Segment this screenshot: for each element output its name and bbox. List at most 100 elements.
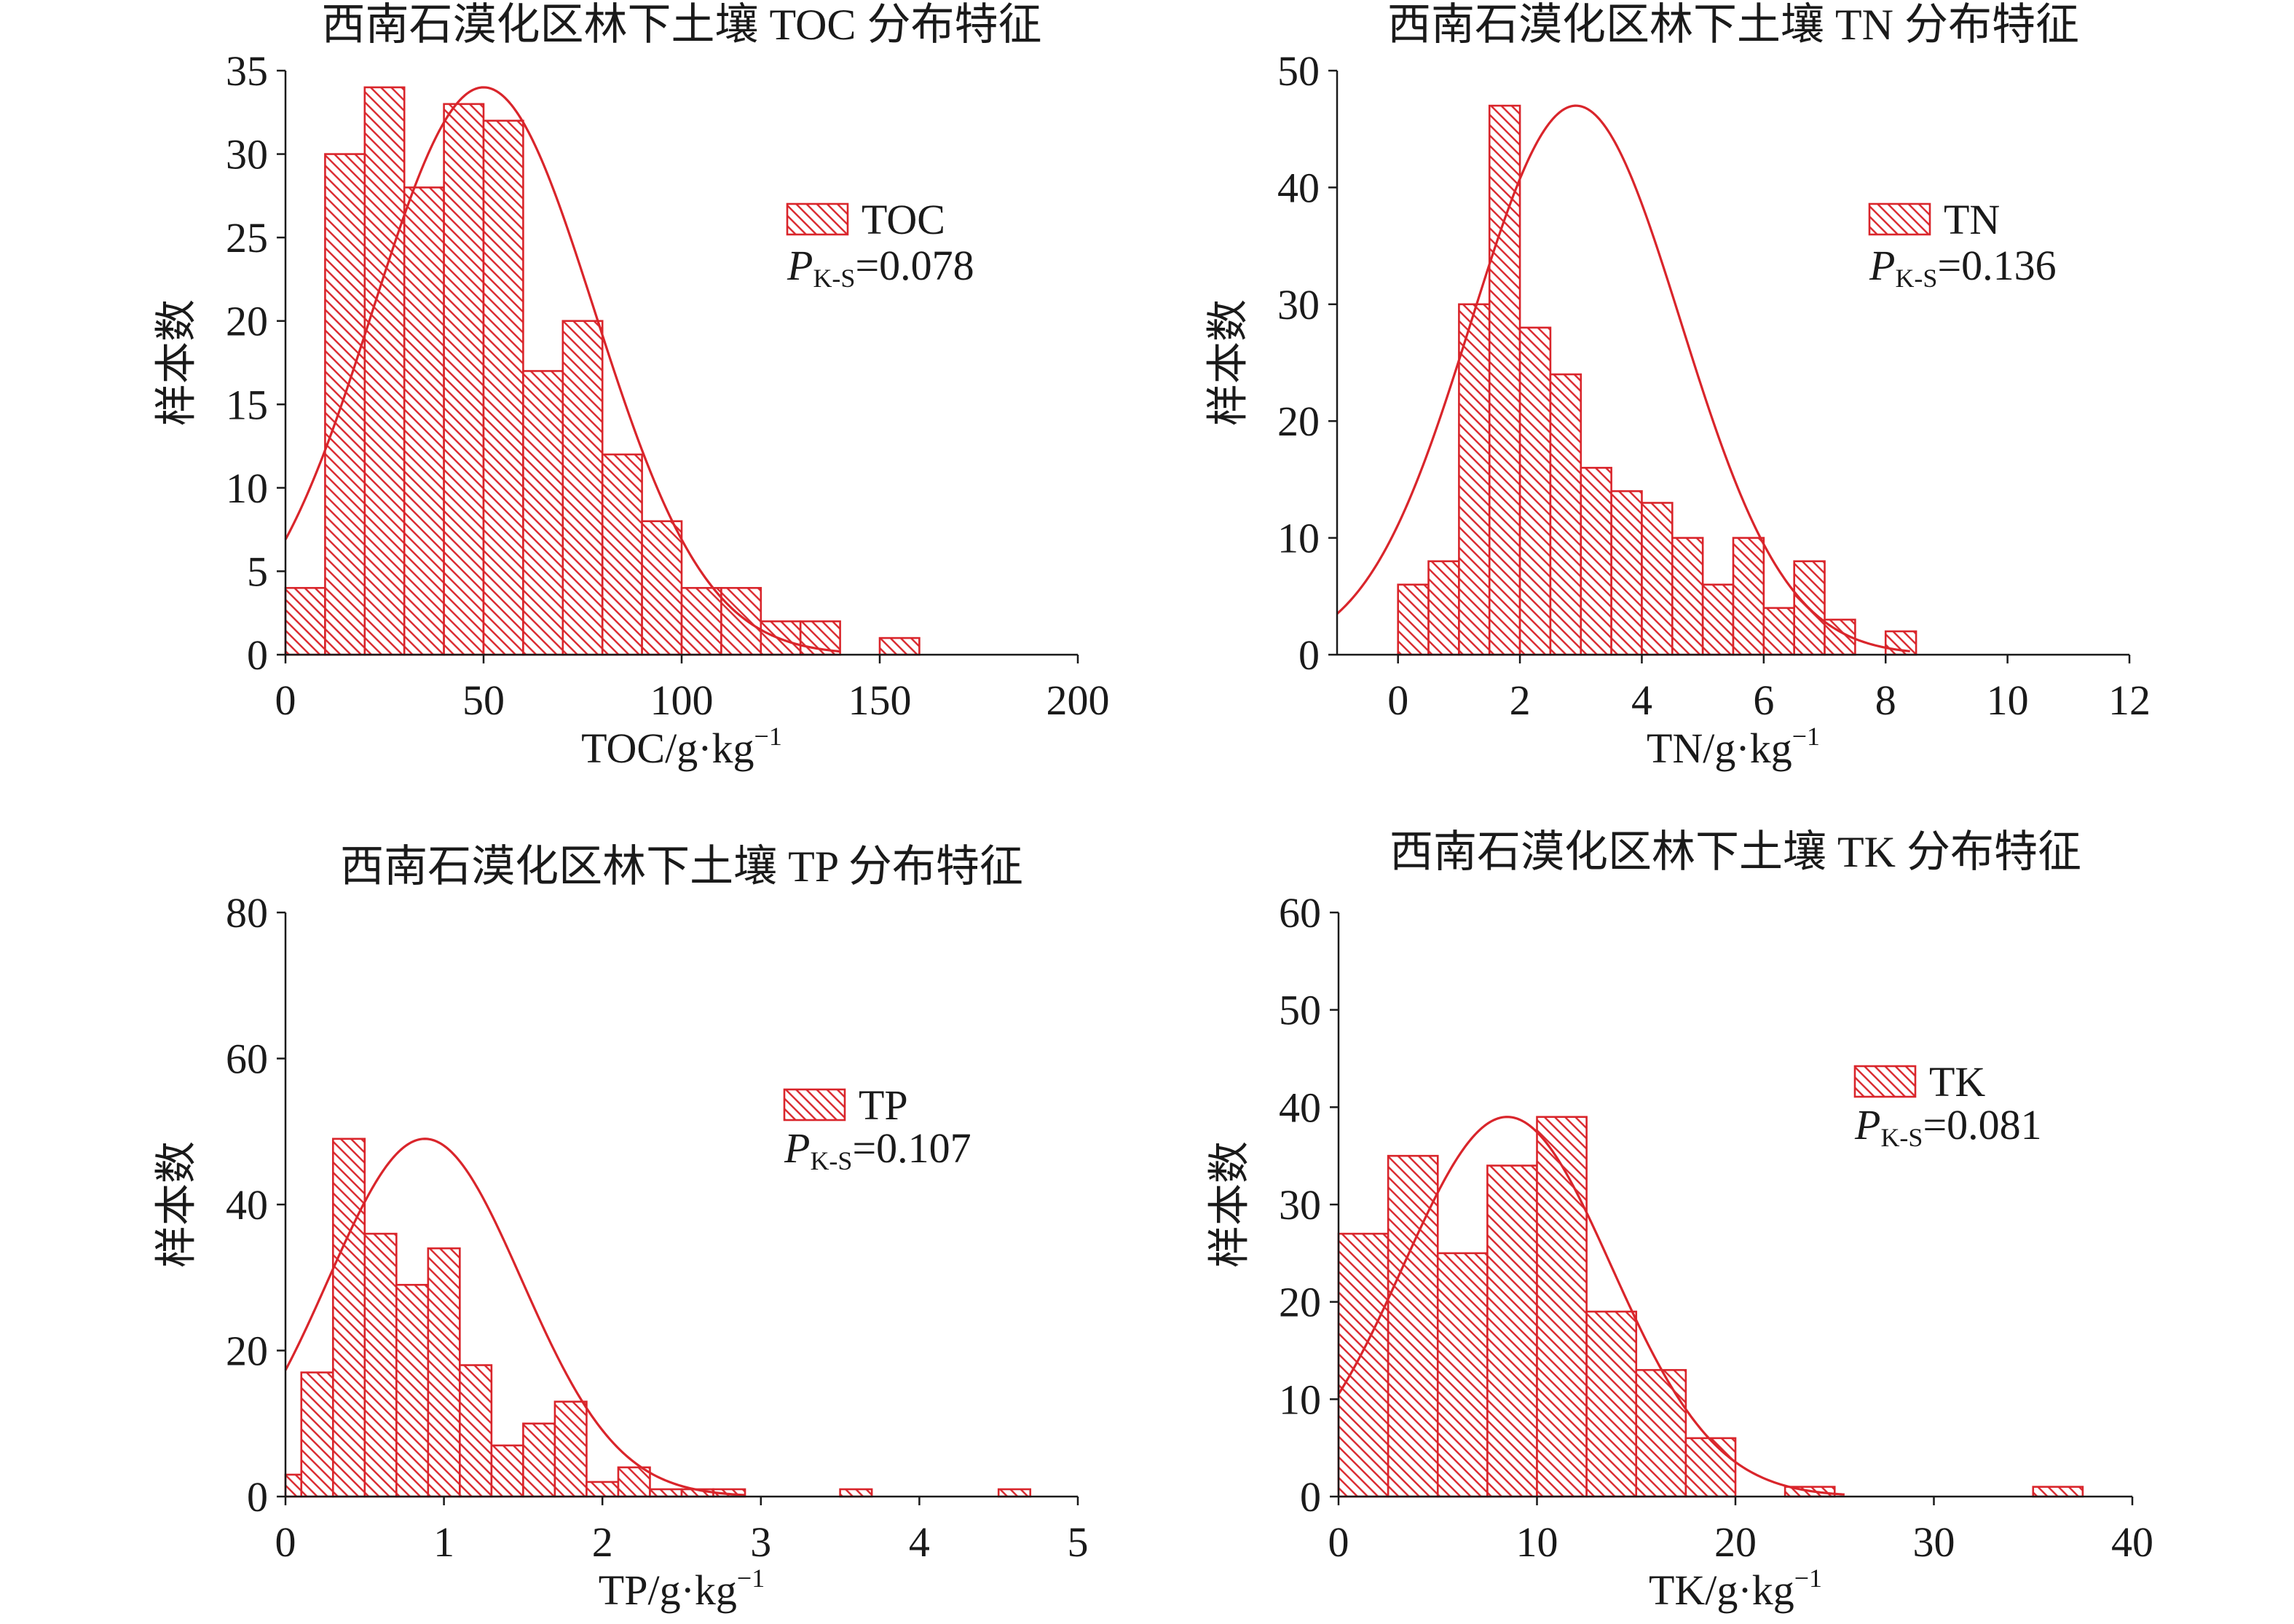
- x-tick-label: 6: [1753, 677, 1774, 724]
- chart-title: 西南石漠化区林下土壤 TOC 分布特征: [322, 1, 1042, 49]
- x-tick-label: 30: [1913, 1518, 1955, 1566]
- y-tick-label: 10: [1279, 1376, 1321, 1423]
- tk-bar-1: [1387, 1154, 1439, 1498]
- toc-bar-8: [601, 453, 643, 656]
- toc-bar-2: [363, 86, 406, 656]
- tp-bar-12: [649, 1488, 683, 1498]
- y-tick-label: 30: [226, 131, 268, 178]
- tp-bar-8: [522, 1422, 556, 1498]
- tp-bars: [284, 1138, 1032, 1498]
- tp-bar-11: [617, 1466, 651, 1498]
- tp-bar-10: [586, 1481, 620, 1498]
- tk-bar-7: [1684, 1437, 1737, 1498]
- tp-bar-9: [553, 1400, 588, 1498]
- tk-bar-5: [1585, 1310, 1638, 1498]
- y-tick-label: 20: [226, 1328, 268, 1375]
- tp-histogram-panel: 0 1 2 3 4 5 0 20 40 60 80 西南石漠化区林下土壤 TP 分布特征 TP/g·kg…: [153, 843, 1089, 1614]
- y-axis-label: 样本数: [1206, 1141, 1253, 1268]
- toc-bar-3: [403, 186, 445, 656]
- y-axis-label: 样本数: [1205, 299, 1252, 426]
- legend-swatch: [786, 202, 849, 236]
- x-tick-label: 8: [1875, 677, 1896, 724]
- tn-bars: [1397, 104, 1917, 656]
- tp-bar-15: [839, 1488, 873, 1498]
- x-axis-label: TK/g·kg−1: [1649, 1564, 1822, 1614]
- y-tick-label: 0: [1300, 1473, 1321, 1521]
- ks-p-value: =0.136: [1937, 242, 2056, 289]
- tp-bar-16: [997, 1488, 1032, 1498]
- ks-p-value: =0.107: [852, 1124, 971, 1172]
- ks-test-statistic: PK-S=0.107: [784, 1124, 971, 1175]
- y-tick-label: 30: [1277, 281, 1320, 328]
- tn-bar-1: [1427, 560, 1460, 656]
- ks-p-symbol: P: [1854, 1101, 1880, 1148]
- legend-label: TN: [1944, 196, 2000, 243]
- x-tick-label: 50: [462, 677, 505, 724]
- x-axis-label: TN/g·kg−1: [1647, 722, 1820, 772]
- legend-swatch: [1868, 202, 1931, 236]
- x-axis-label: TOC/g·kg−1: [581, 722, 782, 772]
- tk-bar-6: [1635, 1368, 1687, 1498]
- tk-histogram-panel: 0 10 20 30 40 0 10 20 30 40 50 60 西南石漠化区林下土壤 TK 分布特征…: [1206, 828, 2154, 1614]
- ks-subscript: K-S: [1895, 264, 1937, 293]
- toc-bar-14: [878, 636, 921, 656]
- x-tick-label: 0: [275, 677, 296, 724]
- ks-p-symbol: P: [1869, 242, 1895, 289]
- toc-bar-9: [641, 520, 683, 656]
- tn-bar-7: [1610, 490, 1643, 656]
- y-tick-label: 20: [1279, 1279, 1321, 1326]
- y-tick-label: 40: [1277, 164, 1320, 211]
- tn-bar-6: [1580, 467, 1612, 656]
- tp-bar-3: [363, 1232, 398, 1498]
- chart-title: 西南石漠化区林下土壤 TK 分布特征: [1390, 828, 2081, 876]
- legend-swatch: [1853, 1065, 1917, 1098]
- legend-label: TP: [859, 1081, 908, 1129]
- x-tick-label: 20: [1714, 1518, 1757, 1566]
- y-tick-label: 35: [226, 47, 268, 95]
- x-tick-label: 10: [1987, 677, 2029, 724]
- tn-bar-2: [1458, 303, 1491, 656]
- x-tick-label: 10: [1516, 1518, 1558, 1566]
- ks-test-statistic: PK-S=0.078: [787, 242, 974, 293]
- toc-histogram-panel: 0 50 100 150 200 0 5 10 15 20 25 30 35 西南石漠化区林下土壤 TOC…: [153, 1, 1110, 772]
- tp-normal-fit-curve: [284, 1138, 746, 1497]
- toc-bar-5: [482, 119, 524, 656]
- tk-bar-2: [1436, 1252, 1489, 1498]
- x-axis-label-superscript: −1: [754, 722, 782, 751]
- tn-bar-11: [1732, 537, 1765, 656]
- y-tick-label: 20: [1277, 398, 1320, 445]
- toc-bars: [284, 86, 921, 656]
- y-tick-label: 15: [226, 381, 268, 428]
- y-tick-label: 80: [226, 889, 268, 937]
- toc-bar-0: [284, 587, 326, 656]
- legend-label: TK: [1929, 1058, 1985, 1105]
- tn-bar-8: [1641, 502, 1674, 656]
- y-tick-label: 50: [1277, 47, 1320, 95]
- tk-bar-3: [1486, 1164, 1538, 1498]
- x-tick-label: 1: [433, 1518, 454, 1566]
- tk-bar-0: [1337, 1232, 1390, 1498]
- tp-bar-4: [395, 1283, 430, 1498]
- x-axis-label-superscript: −1: [737, 1564, 765, 1593]
- x-tick-label: 0: [1328, 1518, 1349, 1566]
- tn-bar-12: [1762, 607, 1796, 656]
- x-tick-label: 0: [1387, 677, 1408, 724]
- tn-normal-fit-curve: [1336, 104, 1910, 653]
- tk-bar-4: [1536, 1116, 1588, 1498]
- tp-bar-2: [331, 1138, 366, 1498]
- tn-bar-4: [1518, 326, 1552, 656]
- y-tick-label: 40: [1279, 1084, 1321, 1131]
- y-tick-label: 10: [1277, 515, 1320, 562]
- chart-title: 西南石漠化区林下土壤 TP 分布特征: [340, 843, 1023, 891]
- toc-bar-1: [324, 153, 366, 656]
- tk-normal-fit-curve: [1337, 1116, 1845, 1496]
- y-tick-label: 0: [247, 1473, 268, 1521]
- y-tick-label: 20: [226, 298, 268, 345]
- x-tick-label: 2: [592, 1518, 613, 1566]
- tn-legend: TN PK-S=0.136: [1868, 196, 2057, 293]
- x-axis-label-text: TK/g·kg: [1649, 1566, 1794, 1614]
- tn-bar-9: [1671, 537, 1704, 656]
- ks-p-symbol: P: [787, 242, 813, 289]
